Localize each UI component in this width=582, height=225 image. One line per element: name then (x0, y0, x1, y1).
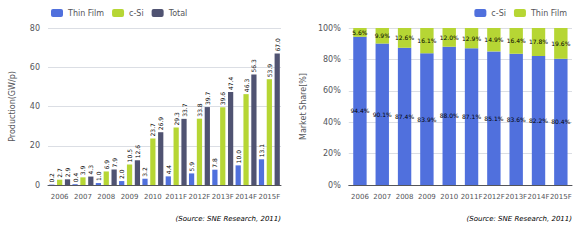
svg-text:13.1: 13.1 (258, 144, 265, 158)
svg-text:2.7: 2.7 (56, 168, 63, 178)
svg-text:2014F: 2014F (528, 193, 550, 201)
svg-text:7.9: 7.9 (111, 158, 118, 168)
svg-text:0%: 0% (328, 181, 341, 190)
svg-text:2007: 2007 (373, 193, 391, 201)
svg-text:2011F: 2011F (461, 193, 483, 201)
svg-text:10.0: 10.0 (235, 150, 242, 164)
svg-text:80.4%: 80.4% (551, 118, 570, 125)
svg-text:0.2: 0.2 (48, 173, 55, 183)
svg-text:2015F: 2015F (258, 193, 280, 201)
svg-text:90.1%: 90.1% (373, 111, 392, 118)
svg-text:2006: 2006 (51, 193, 69, 201)
svg-text:5.6%: 5.6% (352, 29, 368, 36)
svg-text:80%: 80% (323, 55, 341, 64)
svg-text:Total: Total (168, 9, 188, 18)
svg-text:(Source: SNE Research, 2011): (Source: SNE Research, 2011) (176, 215, 282, 223)
svg-text:20: 20 (30, 141, 40, 150)
svg-text:56.3: 56.3 (250, 59, 257, 73)
svg-text:12.6: 12.6 (134, 145, 141, 159)
svg-text:c-Si: c-Si (129, 9, 144, 18)
svg-text:20%: 20% (323, 149, 341, 158)
svg-text:2013F: 2013F (505, 193, 527, 201)
svg-text:2012F: 2012F (189, 193, 211, 201)
svg-text:2.9: 2.9 (64, 168, 71, 178)
svg-text:12.0%: 12.0% (440, 34, 459, 41)
svg-text:2011F: 2011F (165, 193, 187, 201)
svg-text:46.3: 46.3 (243, 79, 250, 93)
svg-text:Market Share[%]: Market Share[%] (299, 73, 308, 140)
svg-text:47.4: 47.4 (227, 76, 234, 90)
svg-text:88.0%: 88.0% (440, 112, 459, 119)
svg-text:19.6%: 19.6% (551, 40, 570, 47)
svg-text:Thin Film: Thin Film (530, 9, 567, 18)
svg-text:2009: 2009 (121, 193, 139, 201)
svg-text:33.8: 33.8 (196, 103, 203, 117)
svg-text:82.2%: 82.2% (529, 117, 548, 124)
svg-text:60: 60 (30, 63, 40, 72)
svg-text:87.1%: 87.1% (462, 113, 481, 120)
svg-text:83.6%: 83.6% (507, 116, 526, 123)
svg-text:3.2: 3.2 (141, 167, 148, 177)
svg-text:2008: 2008 (396, 193, 414, 201)
svg-text:83.9%: 83.9% (417, 116, 436, 123)
svg-text:29.3: 29.3 (173, 112, 180, 126)
svg-text:17.8%: 17.8% (529, 38, 548, 45)
svg-text:2010: 2010 (144, 193, 162, 201)
svg-text:0.4: 0.4 (72, 172, 79, 182)
svg-text:2008: 2008 (97, 193, 115, 201)
svg-text:3.9: 3.9 (79, 166, 86, 176)
svg-text:4.3: 4.3 (87, 165, 94, 175)
svg-text:c-Si: c-Si (491, 9, 506, 18)
svg-text:1.0: 1.0 (95, 171, 102, 181)
svg-text:12.6%: 12.6% (395, 34, 414, 41)
svg-text:39.6: 39.6 (219, 92, 226, 106)
svg-text:(Source: SNE Research, 2011): (Source: SNE Research, 2011) (467, 215, 573, 223)
svg-text:2013F: 2013F (212, 193, 234, 201)
svg-text:0: 0 (35, 181, 40, 190)
svg-text:40: 40 (30, 102, 40, 111)
svg-text:14.9%: 14.9% (484, 36, 503, 43)
svg-text:39.7: 39.7 (204, 92, 211, 106)
svg-text:23.7: 23.7 (149, 123, 156, 137)
svg-text:87.4%: 87.4% (395, 113, 414, 120)
svg-text:Production(GW/p): Production(GW/p) (8, 71, 17, 142)
svg-text:16.4%: 16.4% (507, 37, 526, 44)
svg-text:85.1%: 85.1% (484, 115, 503, 122)
svg-text:60%: 60% (323, 86, 341, 95)
svg-text:6.9: 6.9 (103, 160, 110, 170)
svg-text:2012F: 2012F (483, 193, 505, 201)
svg-text:94.4%: 94.4% (350, 107, 369, 114)
svg-text:2015F: 2015F (550, 193, 572, 201)
svg-text:16.1%: 16.1% (417, 37, 436, 44)
svg-text:80: 80 (30, 24, 40, 33)
svg-text:4.4: 4.4 (165, 165, 172, 175)
svg-text:7.8: 7.8 (211, 158, 218, 168)
svg-text:Thin Film: Thin Film (67, 9, 104, 18)
svg-text:2007: 2007 (74, 193, 92, 201)
svg-text:26.9: 26.9 (157, 117, 164, 131)
svg-text:33.7: 33.7 (181, 103, 188, 117)
svg-text:2.0: 2.0 (118, 169, 125, 179)
svg-text:53.9: 53.9 (266, 64, 273, 78)
svg-text:5.9: 5.9 (188, 162, 195, 172)
svg-text:2006: 2006 (351, 193, 369, 201)
svg-text:2010: 2010 (440, 193, 458, 201)
svg-text:40%: 40% (323, 118, 341, 127)
svg-text:2014F: 2014F (235, 193, 257, 201)
svg-text:12.9%: 12.9% (462, 35, 481, 42)
svg-text:10.5: 10.5 (126, 149, 133, 163)
svg-text:67.0: 67.0 (274, 38, 281, 52)
svg-text:2009: 2009 (418, 193, 436, 201)
svg-text:9.9%: 9.9% (375, 32, 391, 39)
svg-text:100%: 100% (318, 24, 341, 33)
